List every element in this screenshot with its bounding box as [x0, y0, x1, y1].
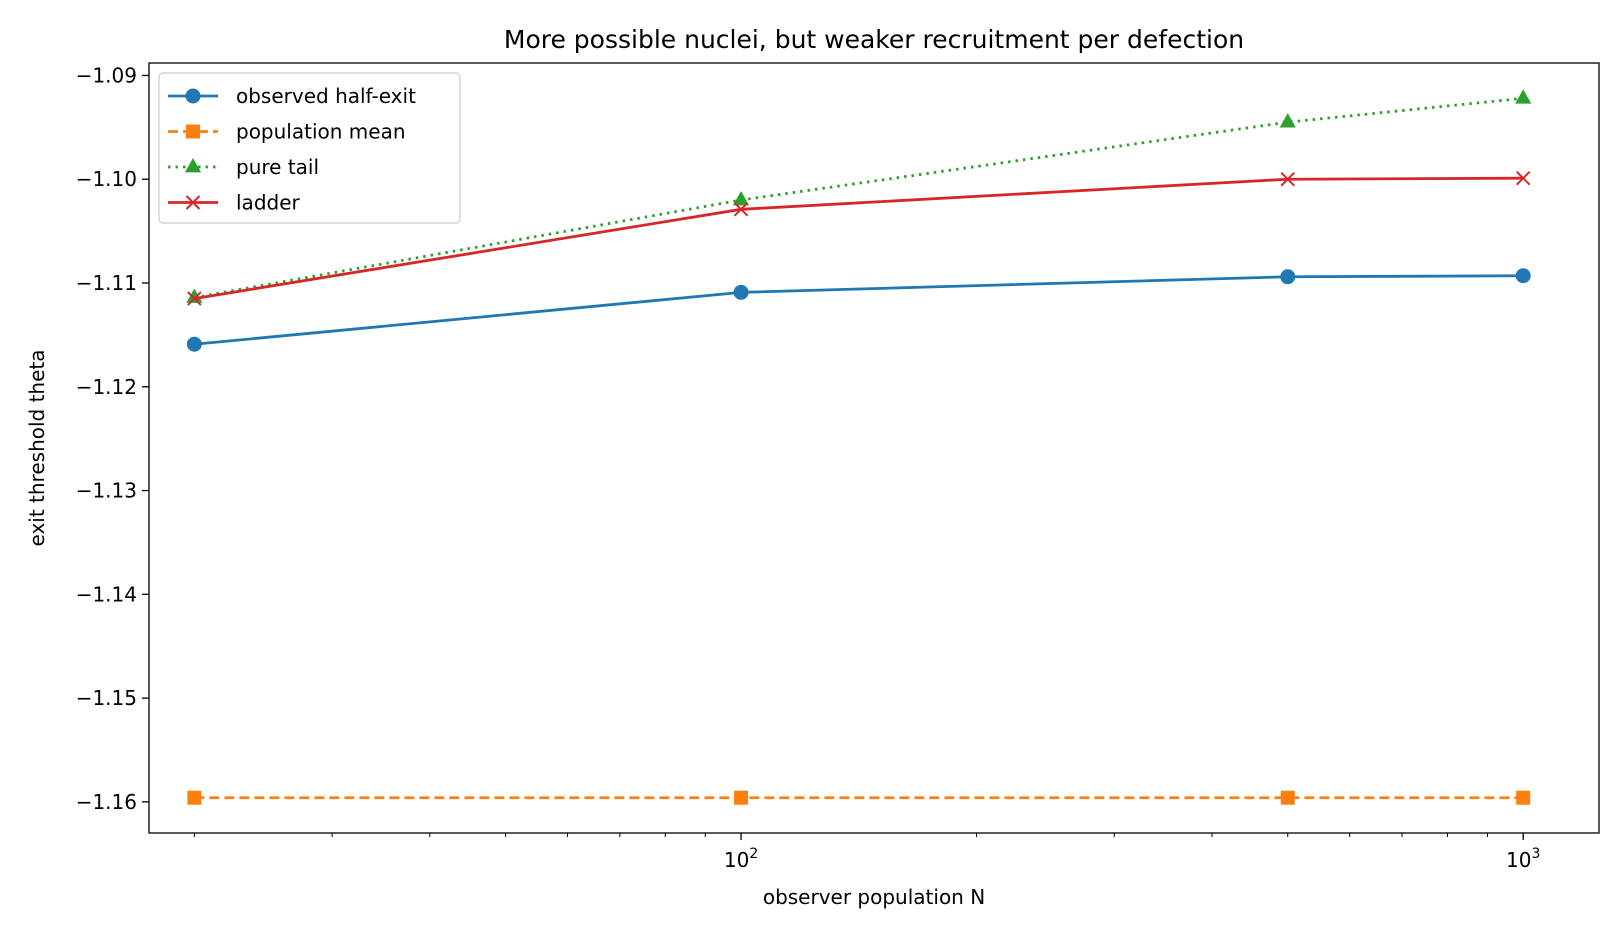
data-point: [186, 288, 203, 303]
series-3: [187, 170, 1531, 306]
data-point: [1515, 89, 1532, 104]
legend-label: population mean: [236, 120, 406, 144]
series-line: [194, 274, 1524, 346]
data-point-stroke-b: [187, 291, 202, 306]
data-point: [1279, 113, 1296, 128]
series-layer: [186, 89, 1532, 805]
data-point-stroke-b: [733, 202, 749, 217]
series-0: [186, 268, 1531, 352]
x-tick-label: 103: [1506, 846, 1540, 872]
legend: observed half-exit population mean pure ta…: [158, 72, 461, 224]
data-point: [187, 291, 202, 306]
legend-marker: [185, 195, 201, 210]
axes-layer: −1.16 −1.15 −1.14 −1.13 −1.12 −1.11 −1.10 −1.09…: [76, 63, 1541, 872]
data-point-stroke-b: [1515, 170, 1531, 186]
y-tick-label: −1.14: [76, 582, 137, 606]
data-point: [1280, 790, 1295, 805]
data-point: [186, 336, 202, 352]
data-point: [1516, 790, 1531, 805]
y-tick-label: −1.13: [76, 479, 137, 503]
legend-label: ladder: [236, 191, 301, 215]
legend-label: pure tail: [236, 155, 319, 179]
series-1: [187, 790, 1531, 805]
data-point: [1515, 170, 1531, 186]
data-point: [187, 790, 202, 805]
y-tick-label: −1.10: [76, 167, 137, 191]
x-axis-label: observer population N: [763, 885, 985, 909]
data-point-stroke-b: [1280, 172, 1295, 187]
series-line: [194, 176, 1524, 300]
data-point: [733, 202, 749, 217]
y-tick-label: −1.16: [76, 790, 137, 814]
data-point: [734, 790, 749, 805]
y-tick-label: −1.12: [76, 375, 137, 399]
y-tick-label: −1.09: [76, 63, 137, 87]
legend-label: observed half-exit: [236, 84, 416, 108]
data-point: [1280, 269, 1296, 285]
x-tick-label: 102: [724, 846, 758, 872]
data-point: [733, 284, 749, 300]
series-line: [194, 96, 1524, 299]
chart-title: More possible nuclei, but weaker recruit…: [504, 25, 1244, 54]
y-tick-label: −1.15: [76, 686, 137, 710]
legend-box: [158, 72, 461, 224]
legend-marker: [184, 158, 202, 173]
series-2: [186, 89, 1532, 303]
data-point: [1515, 268, 1531, 284]
legend-marker: [186, 124, 200, 139]
data-point: [1280, 172, 1295, 187]
legend-marker: [185, 88, 201, 104]
data-point: [732, 190, 750, 206]
legend-marker-stroke-b: [185, 195, 201, 210]
plot-frame: [148, 62, 1600, 834]
y-tick-label: −1.11: [76, 271, 137, 295]
y-axis-label: exit threshold theta: [25, 349, 49, 546]
